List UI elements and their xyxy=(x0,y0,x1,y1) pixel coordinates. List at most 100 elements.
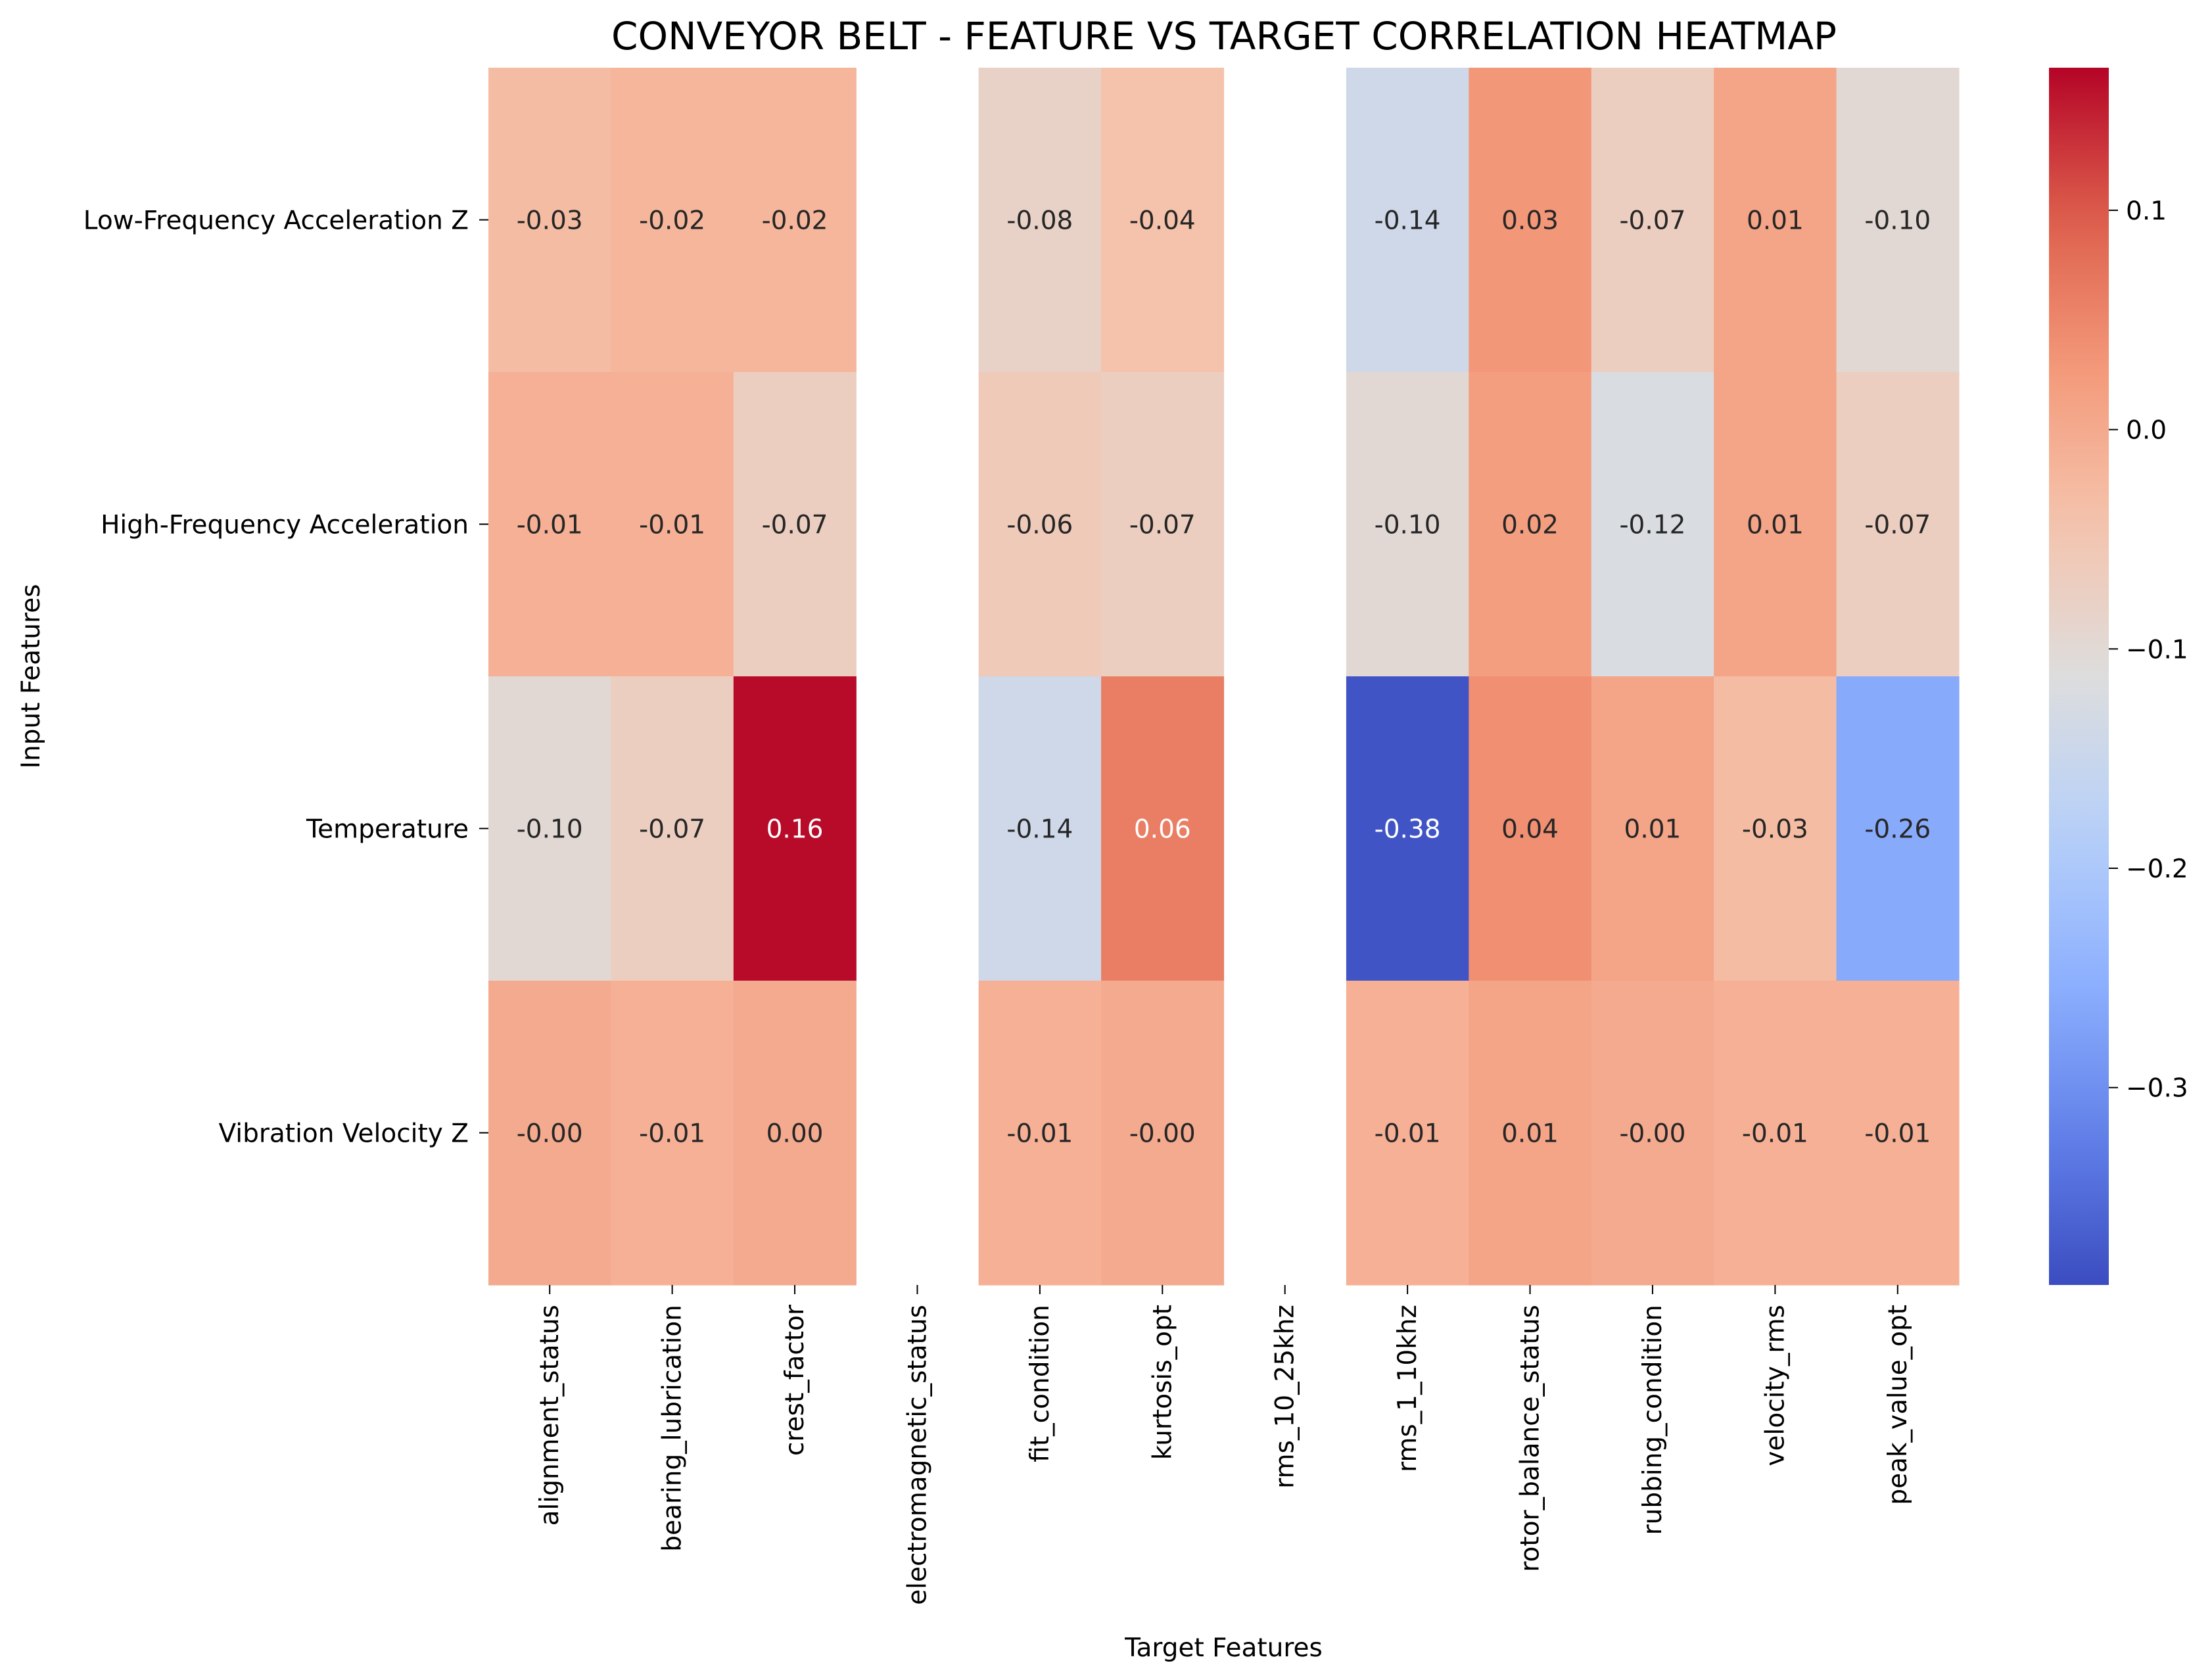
heatmap-cell xyxy=(733,981,857,1286)
heatmap-cell xyxy=(1591,676,1714,981)
heatmap-cell xyxy=(1101,68,1225,373)
colorbar-tick-label: −0.1 xyxy=(2126,635,2188,665)
heatmap-cell xyxy=(978,68,1102,373)
cell-value-label: -0.10 xyxy=(1864,206,1931,236)
cell-value-label: -0.00 xyxy=(1129,1119,1196,1149)
heatmap-cell xyxy=(1101,981,1225,1286)
heatmap-cell xyxy=(1836,981,1960,1286)
heatmap-cell xyxy=(1469,676,1592,981)
heatmap-cell xyxy=(978,676,1102,981)
cell-value-label: 0.06 xyxy=(1134,815,1191,845)
cell-value-label: 0.04 xyxy=(1501,815,1559,845)
cell-value-label: 0.01 xyxy=(1501,1119,1559,1149)
y-tick-label: Temperature xyxy=(306,815,469,845)
x-tick-label: kurtosis_opt xyxy=(1148,1305,1177,1460)
y-axis-label: Input Features xyxy=(16,584,46,768)
x-tick-label: rotor_balance_status xyxy=(1516,1305,1545,1572)
colorbar-tick-label: −0.2 xyxy=(2126,854,2188,884)
x-tick-label: electromagnetic_status xyxy=(903,1305,932,1605)
cell-value-label: -0.03 xyxy=(517,206,583,236)
cell-value-label: -0.02 xyxy=(762,206,828,236)
cell-value-label: 0.00 xyxy=(766,1119,824,1149)
cell-value-label: -0.01 xyxy=(517,511,583,540)
y-tick-label: Low-Frequency Acceleration Z xyxy=(83,206,469,236)
cell-value-label: -0.00 xyxy=(517,1119,583,1149)
heatmap-cell xyxy=(611,676,734,981)
cell-value-label: -0.06 xyxy=(1006,511,1073,540)
heatmap-cell xyxy=(488,981,612,1286)
colorbar: 0.1 0.0 −0.1 −0.2 −0.3 xyxy=(2049,68,2188,1285)
heatmap-cell xyxy=(1591,981,1714,1286)
x-tick-label: rms_1_10khz xyxy=(1393,1305,1423,1472)
cell-value-label: -0.01 xyxy=(1375,1119,1441,1149)
cell-value-label: -0.38 xyxy=(1375,815,1441,845)
heatmap-cell xyxy=(611,68,734,373)
cell-value-label: -0.14 xyxy=(1375,206,1441,236)
colorbar-tick-label: 0.0 xyxy=(2126,416,2167,446)
heatmap-cell xyxy=(1101,372,1225,677)
cell-value-label: -0.07 xyxy=(1619,206,1685,236)
heatmap-cell xyxy=(733,676,857,981)
cell-value-label: -0.04 xyxy=(1129,206,1196,236)
heatmap-cell xyxy=(1346,676,1469,981)
cell-value-label: -0.07 xyxy=(762,511,828,540)
heatmap-cell xyxy=(1101,676,1225,981)
cell-value-label: -0.01 xyxy=(639,511,705,540)
cell-value-label: 0.02 xyxy=(1501,511,1559,540)
heatmap-cell xyxy=(488,372,612,677)
heatmap-cell xyxy=(611,372,734,677)
heatmap-cell xyxy=(978,372,1102,677)
cell-value-label: -0.07 xyxy=(639,815,705,845)
heatmap-cell xyxy=(1836,676,1960,981)
cell-value-label: -0.12 xyxy=(1619,511,1685,540)
chart-title: CONVEYOR BELT - FEATURE VS TARGET CORREL… xyxy=(611,14,1837,58)
x-tick-label: rubbing_condition xyxy=(1638,1305,1668,1535)
cell-value-label: -0.01 xyxy=(1864,1119,1931,1149)
heatmap-cell xyxy=(1346,372,1469,677)
x-axis-label: Target Features xyxy=(1124,1633,1323,1663)
colorbar-gradient xyxy=(2049,68,2109,1285)
x-tick-label: alignment_status xyxy=(535,1305,565,1526)
heatmap-cell xyxy=(1836,68,1960,373)
cell-value-label: -0.26 xyxy=(1864,815,1931,845)
y-axis-ticks: Low-Frequency Acceleration Z High-Frequen… xyxy=(83,206,488,1149)
cell-value-label: -0.08 xyxy=(1006,206,1073,236)
heatmap-cell xyxy=(733,372,857,677)
heatmap-cell xyxy=(1346,981,1469,1286)
cell-value-label: 0.03 xyxy=(1501,206,1559,236)
y-tick-label: Vibration Velocity Z xyxy=(218,1119,469,1149)
colorbar-tick-label: 0.1 xyxy=(2126,197,2167,226)
heatmap-cell xyxy=(1469,372,1592,677)
cell-value-label: -0.10 xyxy=(517,815,583,845)
cell-value-label: -0.10 xyxy=(1375,511,1441,540)
cell-value-label: -0.07 xyxy=(1864,511,1931,540)
cell-value-label: -0.00 xyxy=(1619,1119,1685,1149)
heatmap-cell xyxy=(1469,981,1592,1286)
heatmap-cell xyxy=(1591,68,1714,373)
cell-value-label: -0.01 xyxy=(1006,1119,1073,1149)
cell-value-label: 0.01 xyxy=(1747,206,1804,236)
cell-value-label: -0.07 xyxy=(1129,511,1196,540)
heatmap-cell xyxy=(488,676,612,981)
heatmap-cell xyxy=(978,981,1102,1286)
x-tick-label: bearing_lubrication xyxy=(658,1305,688,1552)
x-tick-label: velocity_rms xyxy=(1760,1305,1790,1466)
cell-value-label: -0.01 xyxy=(1742,1119,1808,1149)
cell-value-label: -0.14 xyxy=(1006,815,1073,845)
heatmap-cell xyxy=(1346,68,1469,373)
heatmap-cell xyxy=(1714,981,1837,1286)
heatmap-cell xyxy=(1591,372,1714,677)
cell-value-label: 0.16 xyxy=(766,815,824,845)
x-tick-label: rms_10_25khz xyxy=(1271,1305,1300,1489)
cell-value-label: -0.03 xyxy=(1742,815,1808,845)
heatmap-cell xyxy=(488,68,612,373)
heatmap-cells: -0.03 -0.02 -0.02 -0.08 -0.04 -0.14 0.03 -0.07 0… xyxy=(488,68,1960,1286)
cell-value-label: 0.01 xyxy=(1624,815,1682,845)
x-axis-ticks: alignment_status bearing_lubrication crest… xyxy=(535,1285,1913,1605)
heatmap-cell xyxy=(1836,372,1960,677)
x-tick-label: fit_condition xyxy=(1025,1305,1055,1462)
colorbar-tick-label: −0.3 xyxy=(2126,1074,2188,1104)
x-tick-label: peak_value_opt xyxy=(1883,1305,1913,1505)
heatmap-cell xyxy=(1714,676,1837,981)
cell-value-label: -0.02 xyxy=(639,206,705,236)
